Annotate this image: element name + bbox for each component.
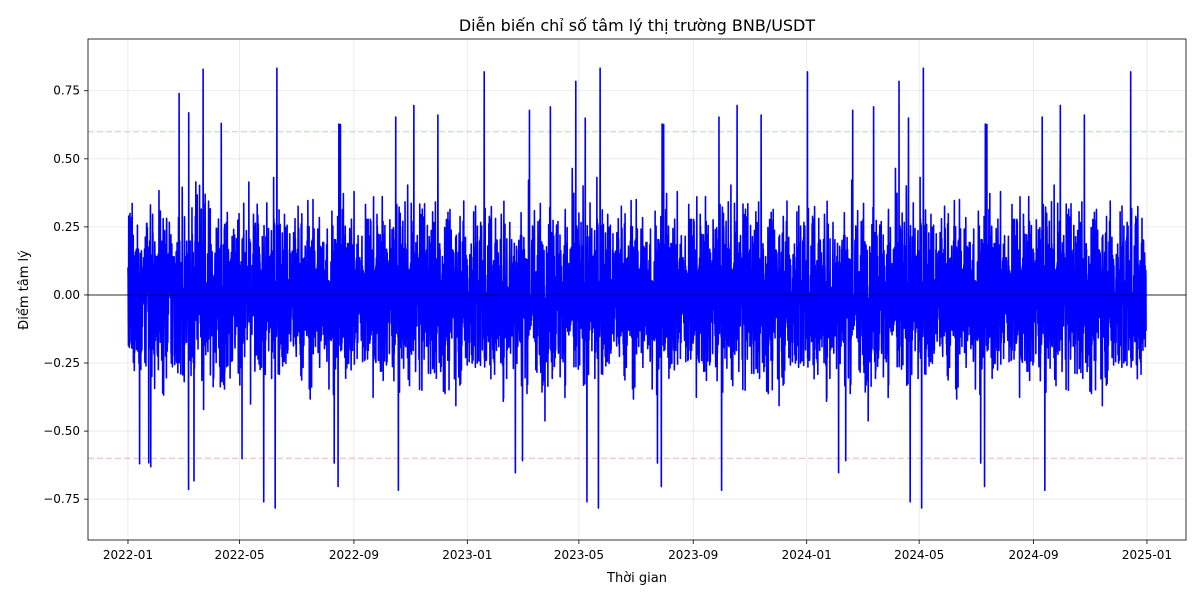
y-tick-label: 0.50 bbox=[53, 152, 80, 166]
x-tick-label: 2022-01 bbox=[103, 548, 153, 562]
y-tick-label: 0.25 bbox=[53, 220, 80, 234]
x-tick-label: 2023-05 bbox=[554, 548, 604, 562]
y-tick-label: −0.75 bbox=[43, 492, 80, 506]
x-tick-label: 2022-09 bbox=[329, 548, 379, 562]
y-tick-label: −0.50 bbox=[43, 424, 80, 438]
x-tick-label: 2024-01 bbox=[782, 548, 832, 562]
series-layer bbox=[127, 67, 1147, 509]
x-axis-label: Thời gian bbox=[606, 571, 667, 586]
x-tick-label: 2024-09 bbox=[1008, 548, 1058, 562]
y-tick-label: 0.00 bbox=[53, 288, 80, 302]
x-tick-label: 2025-01 bbox=[1122, 548, 1172, 562]
x-tick-label: 2023-01 bbox=[442, 548, 492, 562]
x-tick-label: 2022-05 bbox=[214, 548, 264, 562]
chart-title: Diễn biến chỉ số tâm lý thị trường BNB/U… bbox=[459, 16, 816, 35]
x-tick-label: 2024-05 bbox=[894, 548, 944, 562]
y-tick-label: −0.25 bbox=[43, 356, 80, 370]
y-tick-label: 0.75 bbox=[53, 84, 80, 98]
sentiment-series-line bbox=[127, 67, 1147, 509]
plot-frame bbox=[87, 38, 1187, 541]
y-axis-label: Điểm tâm lý bbox=[17, 250, 32, 330]
x-tick-label: 2023-09 bbox=[668, 548, 718, 562]
axes: 2022-01 2022-05 2022-09 2023-01 2023-05 2023-… bbox=[43, 38, 1187, 562]
